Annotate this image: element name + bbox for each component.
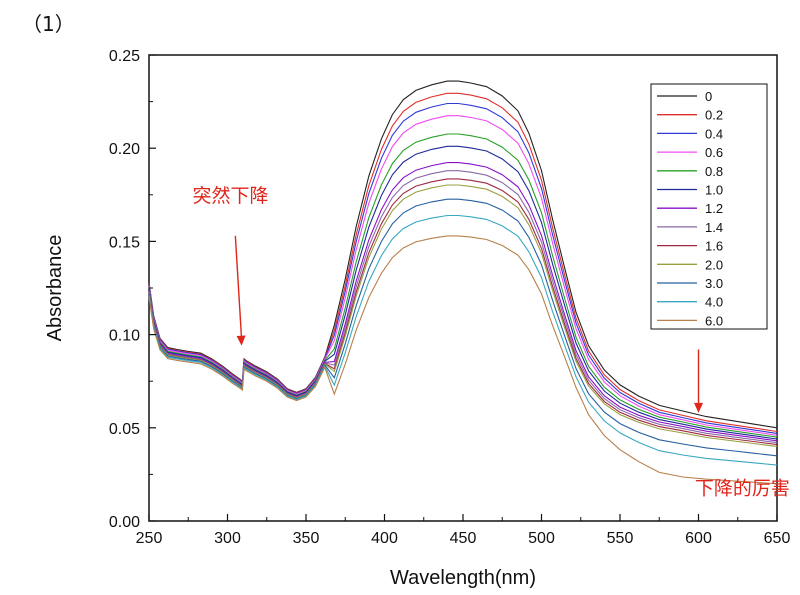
- legend-label-9: 2.0: [705, 257, 723, 272]
- y-axis-title: Absorbance: [44, 235, 66, 342]
- series-layer: [148, 80, 778, 485]
- series-line-12: [148, 235, 778, 485]
- legend-label-5: 1.0: [705, 183, 723, 198]
- x-tick-label: 450: [450, 530, 477, 547]
- legend-label-2: 0.4: [705, 126, 723, 141]
- x-tick-label: 400: [371, 530, 398, 547]
- series-line-0: [148, 80, 778, 429]
- series-line-11: [148, 214, 778, 466]
- series-line-10: [148, 198, 778, 457]
- x-tick-label: 600: [685, 530, 712, 547]
- legend-label-8: 1.6: [705, 239, 723, 254]
- annotation-arrowhead-0: [236, 335, 246, 346]
- y-tick-label: 0.00: [109, 514, 140, 531]
- legend-label-11: 4.0: [705, 295, 723, 310]
- x-tick-label: 650: [764, 530, 791, 547]
- y-tick-label: 0.25: [109, 48, 140, 65]
- annotation-1: 下降的厉害: [695, 477, 790, 499]
- y-tick-label: 0.20: [109, 141, 140, 158]
- x-tick-label: 350: [293, 530, 320, 547]
- x-tick-label: 550: [607, 530, 634, 547]
- y-tick-label: 0.15: [109, 234, 140, 251]
- legend-label-1: 0.2: [705, 108, 723, 123]
- series-line-3: [148, 115, 778, 436]
- x-tick-label: 300: [214, 530, 241, 547]
- series-line-9: [148, 184, 778, 447]
- annotation-arrowhead-1: [694, 402, 703, 413]
- y-tick-label: 0.05: [109, 421, 140, 438]
- legend-label-12: 6.0: [705, 313, 723, 328]
- series-line-4: [148, 133, 778, 438]
- legend: 0 0.2 0.4 0.6 0.8 1.0 1.2 1.4 1.6 2.0 3.0 4.0 6.0: [650, 83, 768, 330]
- legend-label-0: 0: [705, 89, 712, 104]
- legend-box: [650, 83, 768, 330]
- axes-layer: 250 300 350 400 450 500 550 600 650 0.00 0.05 0.10 0…: [109, 48, 791, 547]
- annotation-arrow-0: [234, 235, 243, 340]
- legend-label-6: 1.2: [705, 201, 723, 216]
- x-tick-label: 250: [136, 530, 163, 547]
- legend-label-7: 1.4: [705, 220, 723, 235]
- legend-label-4: 0.8: [705, 164, 723, 179]
- y-tick-label: 0.10: [109, 328, 140, 345]
- legend-label-10: 3.0: [705, 276, 723, 291]
- x-axis-title: Wavelength(nm): [390, 567, 536, 589]
- x-tick-label: 500: [528, 530, 555, 547]
- annotation-0: 突然下降: [193, 185, 269, 207]
- series-line-2: [148, 102, 778, 434]
- legend-label-3: 0.6: [705, 145, 723, 160]
- figure-label: （1）: [22, 12, 75, 36]
- series-line-5: [148, 145, 778, 440]
